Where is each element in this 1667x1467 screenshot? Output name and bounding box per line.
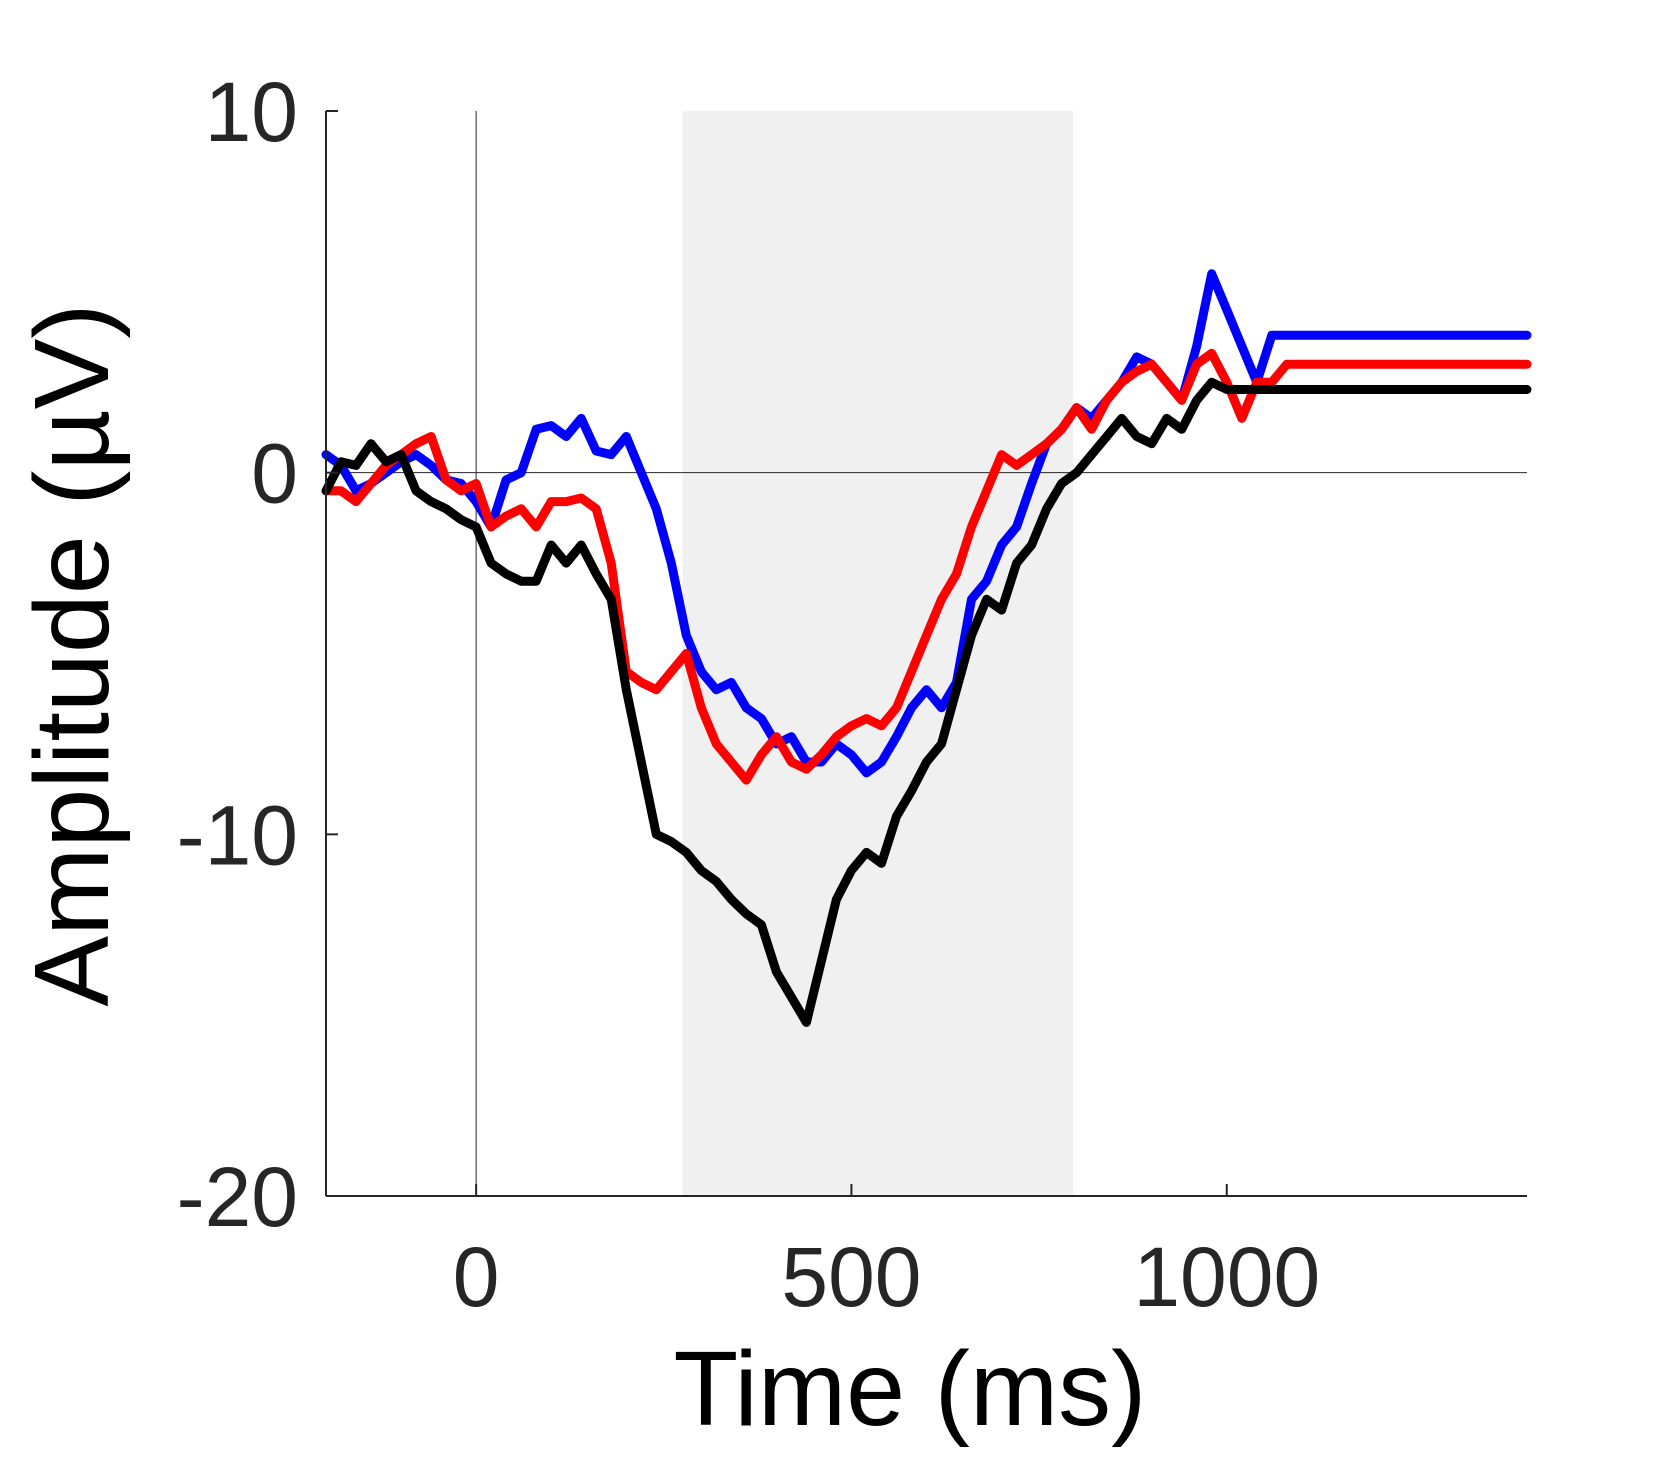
x-tick-label: 1000 [1133,1230,1320,1324]
series-layer [321,269,1532,1027]
highlight-window [682,111,1073,1196]
series-line-3 [321,377,1532,1027]
axes-layer [325,110,1527,1197]
x-tick-labels: 0 500 1000 [453,1230,1320,1324]
y-tick-labels: -20 -10 0 10 [177,65,298,1244]
x-tick-label: 500 [781,1230,921,1324]
y-tick-label: 0 [251,427,298,521]
series-line-1 [321,269,1532,778]
y-axis-title: Amplitude (µV) [13,303,131,1006]
x-tick-label: 0 [453,1230,500,1324]
y-tick-label: 10 [205,65,298,159]
y-tick-label: -20 [177,1150,298,1244]
highlight-window-layer [682,111,1073,1196]
y-tick-label: -10 [177,788,298,882]
series-line-2 [321,348,1532,785]
reference-lines-layer [326,111,1527,1196]
x-axis-title: Time (ms) [674,1330,1147,1448]
